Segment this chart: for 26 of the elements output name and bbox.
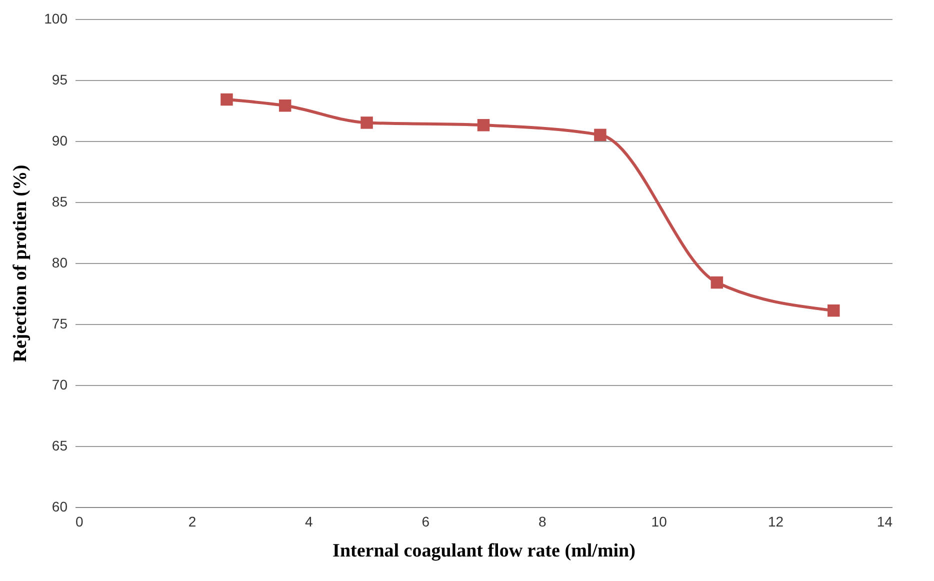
y-tick-label: 60 bbox=[52, 498, 68, 514]
x-tick-label: 6 bbox=[422, 514, 430, 530]
y-tick-label: 85 bbox=[52, 194, 68, 210]
x-tick-label: 10 bbox=[651, 514, 668, 530]
point bbox=[220, 93, 233, 106]
y-tick-label: 100 bbox=[44, 10, 68, 26]
x-axis-title: Internal coagulant flow rate (ml/min) bbox=[332, 540, 636, 562]
y-tick-label: 65 bbox=[52, 438, 68, 454]
point bbox=[360, 116, 373, 129]
point bbox=[594, 128, 606, 142]
y-tick-label: 70 bbox=[52, 376, 68, 392]
x-tick-label: 0 bbox=[76, 514, 84, 530]
x-tick-label: 14 bbox=[876, 514, 893, 530]
y-axis-title: Rejection of protien (%) bbox=[10, 164, 32, 362]
point bbox=[278, 99, 292, 112]
y-tick-label: 95 bbox=[52, 72, 68, 88]
x-tick-label: 8 bbox=[538, 514, 546, 530]
y-tick-label: 75 bbox=[52, 316, 68, 332]
x-tick-label: 4 bbox=[305, 514, 314, 530]
point bbox=[828, 304, 840, 317]
point bbox=[477, 119, 490, 132]
y-tick-label: 80 bbox=[52, 254, 68, 270]
y-tick-label: 90 bbox=[52, 132, 68, 148]
x-tick-label: 2 bbox=[188, 514, 196, 530]
point bbox=[710, 276, 724, 289]
x-tick-label: 12 bbox=[768, 514, 784, 530]
